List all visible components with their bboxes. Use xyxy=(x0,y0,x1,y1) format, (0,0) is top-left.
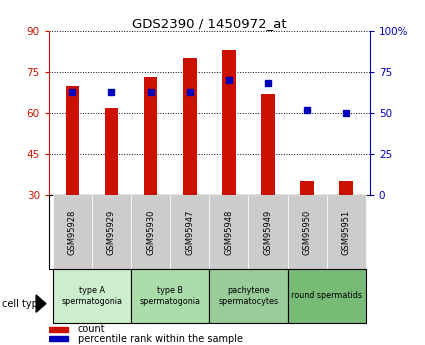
Bar xyxy=(300,181,314,195)
Bar xyxy=(53,195,92,269)
Bar xyxy=(65,86,79,195)
Polygon shape xyxy=(36,295,46,312)
Text: GSM95928: GSM95928 xyxy=(68,209,77,255)
Text: GSM95948: GSM95948 xyxy=(224,209,233,255)
Bar xyxy=(288,269,366,323)
Text: GSM95949: GSM95949 xyxy=(264,209,272,255)
Text: pachytene
spermatocytes: pachytene spermatocytes xyxy=(218,286,278,306)
Text: GSM95950: GSM95950 xyxy=(303,209,312,255)
Bar xyxy=(222,50,236,195)
Bar xyxy=(288,195,327,269)
Bar xyxy=(170,195,209,269)
Bar xyxy=(209,195,249,269)
Bar xyxy=(131,195,170,269)
Text: round spermatids: round spermatids xyxy=(291,291,362,300)
Bar xyxy=(340,181,353,195)
Bar xyxy=(131,269,209,323)
Bar xyxy=(92,195,131,269)
Bar xyxy=(261,94,275,195)
Text: GSM95929: GSM95929 xyxy=(107,209,116,255)
Bar xyxy=(49,327,68,332)
Title: GDS2390 / 1450972_at: GDS2390 / 1450972_at xyxy=(132,17,286,30)
Bar xyxy=(49,336,68,341)
Text: percentile rank within the sample: percentile rank within the sample xyxy=(78,334,243,344)
Bar xyxy=(249,195,288,269)
Bar xyxy=(327,195,366,269)
Text: count: count xyxy=(78,324,105,334)
Text: type A
spermatogonia: type A spermatogonia xyxy=(62,286,122,306)
Bar xyxy=(105,108,118,195)
Text: type B
spermatogonia: type B spermatogonia xyxy=(140,286,201,306)
Text: GSM95930: GSM95930 xyxy=(146,209,155,255)
Bar xyxy=(183,58,197,195)
Text: GSM95947: GSM95947 xyxy=(185,209,194,255)
Text: cell type: cell type xyxy=(2,299,44,308)
Text: GSM95951: GSM95951 xyxy=(342,209,351,255)
Bar xyxy=(209,269,288,323)
Bar xyxy=(144,78,158,195)
Bar xyxy=(53,269,131,323)
